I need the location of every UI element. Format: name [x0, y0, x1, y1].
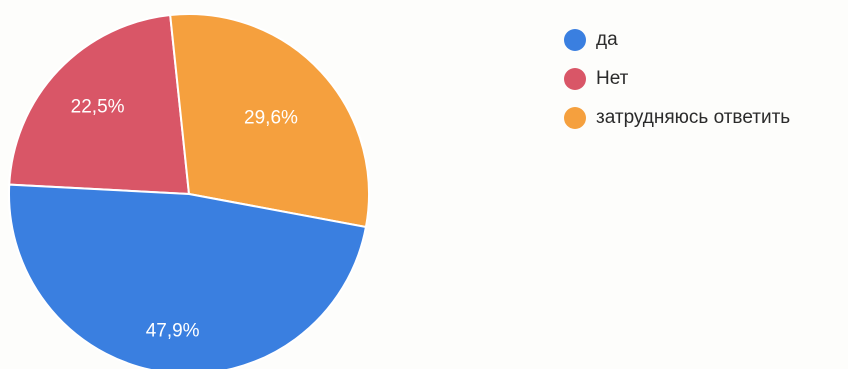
legend-label-da: да: [596, 28, 618, 50]
pie-label-hard-to-answer: 29,6%: [244, 107, 298, 128]
legend-item-da: да: [564, 20, 790, 59]
pie-slice-da: [8, 183, 368, 369]
legend-item-hard-to-answer: затрудняюсь ответить: [564, 98, 790, 137]
pie-slice-net: [8, 13, 191, 196]
legend-item-net: Нет: [564, 59, 790, 98]
legend-label-net: Нет: [596, 67, 629, 89]
legend-swatch-hard-to-answer: [564, 106, 586, 129]
pie-slice-hard-to-answer: [169, 13, 370, 229]
legend: да Нет затрудняюсь ответить: [564, 20, 790, 137]
legend-swatch-net: [564, 67, 586, 90]
pie-label-net: 22,5%: [71, 96, 125, 117]
legend-label-hard-to-answer: затрудняюсь ответить: [596, 106, 791, 128]
legend-swatch-da: [564, 28, 586, 51]
pie-label-da: 47,9%: [146, 321, 200, 342]
